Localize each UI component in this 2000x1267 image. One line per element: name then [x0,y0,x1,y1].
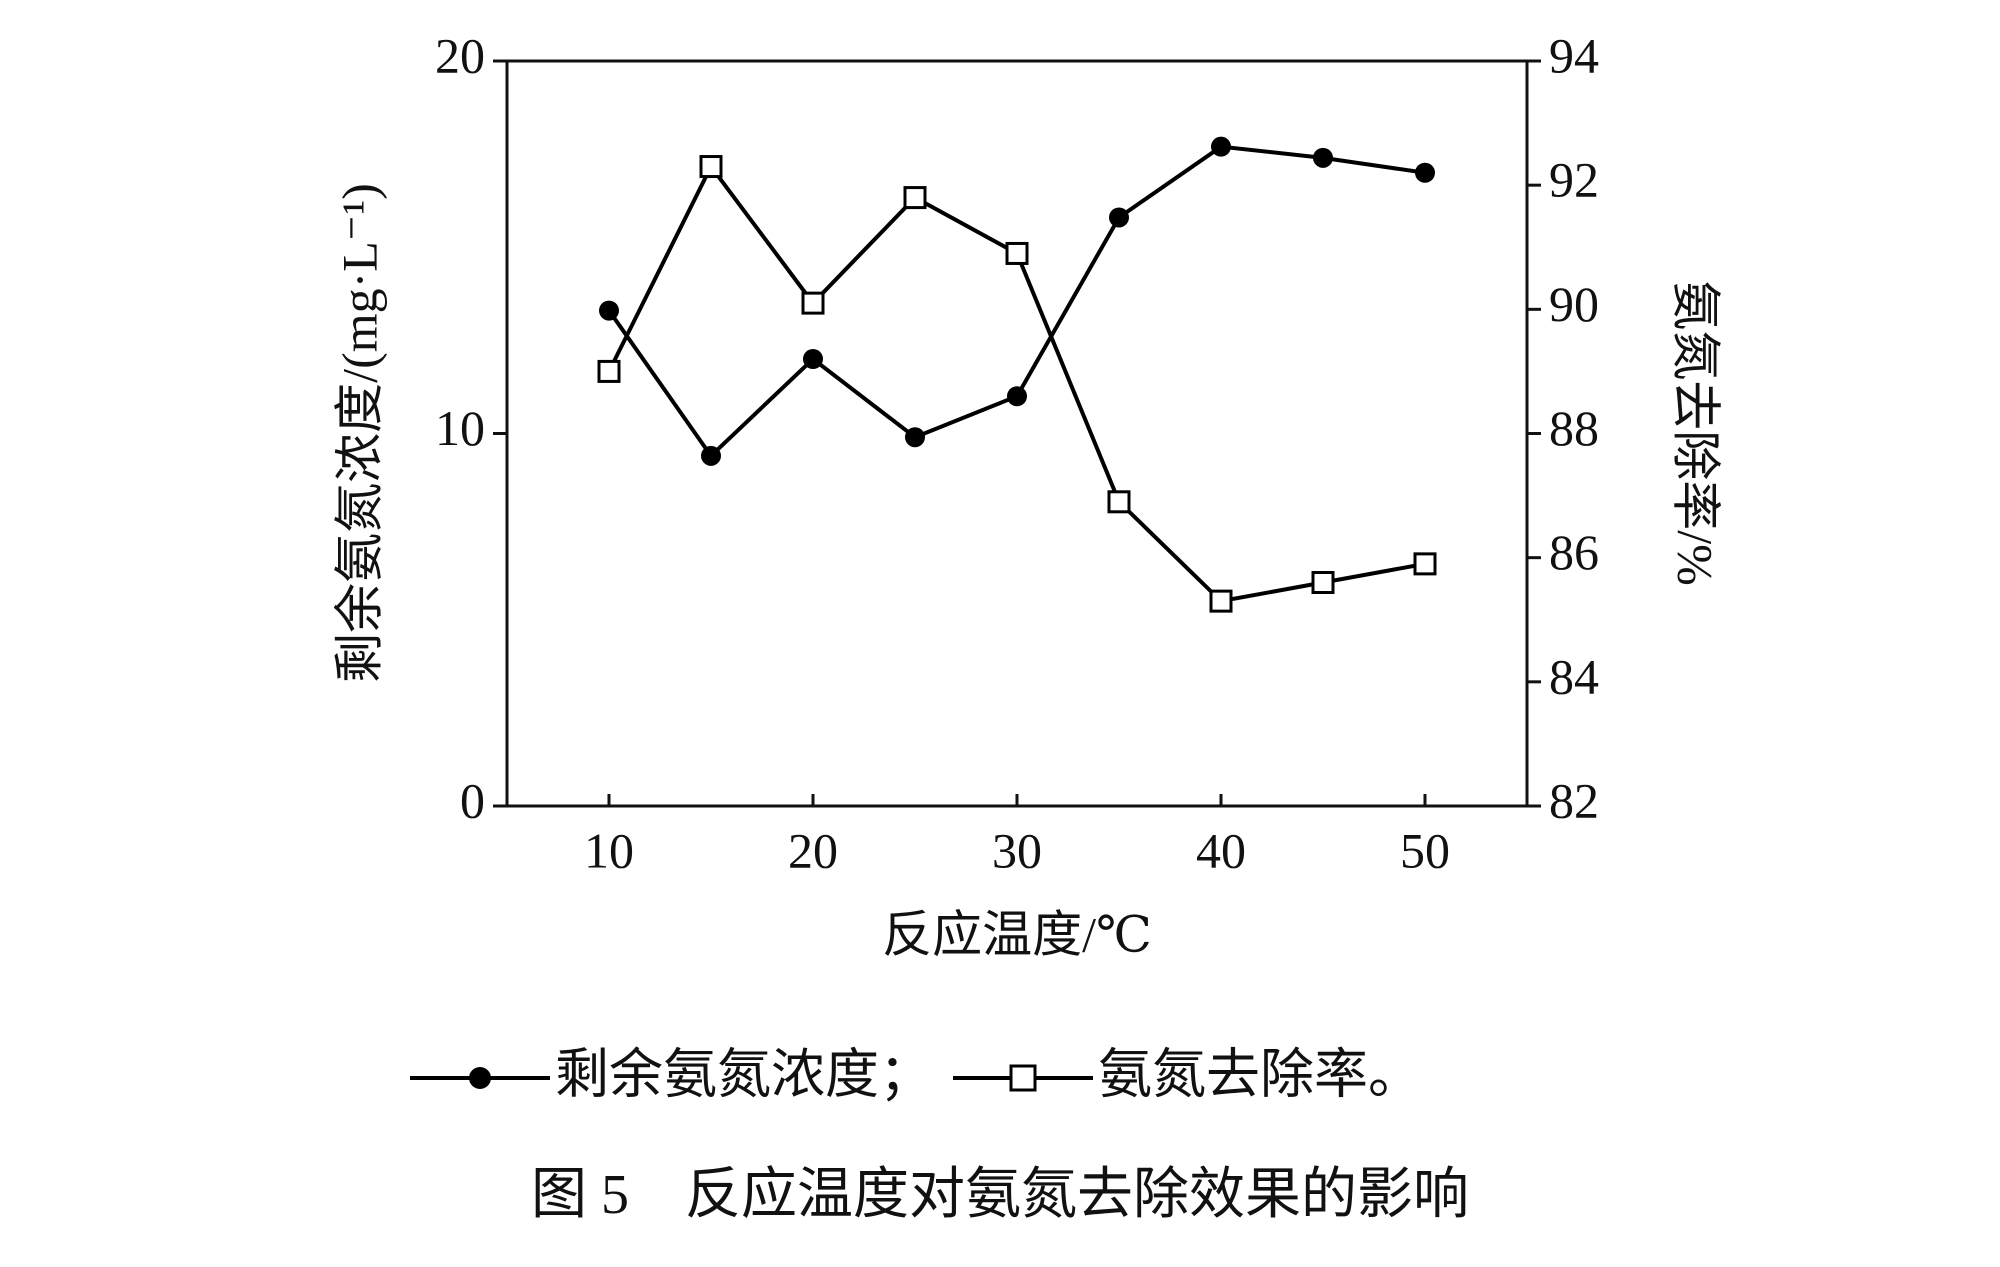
marker [903,186,927,210]
legend-label: 剩余氨氮浓度 [555,1043,879,1106]
marker [1415,162,1435,183]
y2-tick-label: 86 [1549,524,1599,580]
y2-tick-label: 84 [1549,648,1599,704]
marker [1209,589,1233,613]
legend: 剩余氨氮浓度； 氨氮去除率。 [410,1043,1422,1106]
marker [1007,386,1027,407]
y2-tick-label: 92 [1549,152,1599,208]
legend-label: 氨氮去除率 [1098,1043,1368,1106]
marker [1107,490,1131,514]
y2-tick-label: 82 [1549,772,1599,828]
y2-tick-label: 88 [1549,400,1599,456]
x-tick-label: 30 [992,822,1042,878]
marker [905,427,925,448]
legend-marker [469,1067,491,1089]
x-tick-label: 50 [1400,822,1450,878]
x-tick-label: 20 [788,822,838,878]
series-line [607,162,1426,604]
legend-marker [1009,1064,1037,1092]
y2-tick-label: 94 [1549,27,1599,83]
y-axis-label: 剩余氨氮浓度/(mg·L⁻¹) [331,183,387,683]
marker [1005,241,1029,265]
marker [1211,136,1231,157]
legend-separator: 。 [1368,1043,1422,1106]
marker [801,291,825,315]
y-tick-label: 0 [460,772,485,828]
marker [803,349,823,369]
marker [1313,147,1333,168]
marker [599,300,619,321]
x-tick-label: 10 [584,822,634,878]
y-tick-label: 10 [435,400,485,456]
marker [597,359,621,383]
plot-frame [505,59,1529,808]
marker [701,445,721,466]
y2-axis-label: 氨氮去除率/% [1668,280,1724,586]
x-axis-label: 反应温度/℃ [882,906,1152,962]
marker [1413,552,1437,576]
y-tick-label: 20 [435,27,485,83]
marker [1311,571,1335,594]
marker [1109,207,1129,228]
x-tick-label: 40 [1196,822,1246,878]
legend-separator: ； [879,1043,933,1106]
marker [699,155,723,179]
caption: 图 5 反应温度对氨氮去除效果的影响 [531,1164,1469,1226]
y2-tick-label: 90 [1549,276,1599,332]
